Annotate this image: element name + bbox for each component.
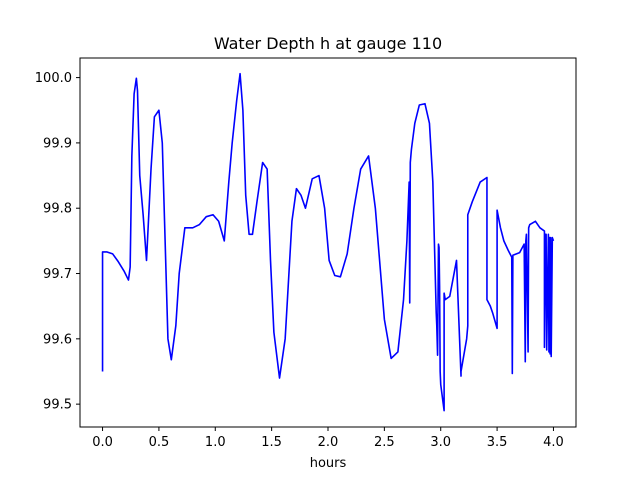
y-tick-label: 99.9	[43, 136, 72, 151]
y-tick-label: 99.7	[43, 267, 72, 282]
x-axis: 0.0 0.5 1.0 1.5 2.0 2.5 3.0 3.5 4.0	[92, 427, 564, 450]
x-tick-label: 1.5	[261, 435, 282, 450]
y-axis: 99.5 99.6 99.7 99.8 99.9 100.0	[35, 71, 80, 413]
x-tick-label: 2.0	[318, 435, 339, 450]
x-tick-label: 3.0	[430, 435, 451, 450]
y-tick-label: 99.8	[43, 202, 72, 217]
chart-title: Water Depth h at gauge 110	[214, 34, 442, 53]
x-tick-label: 0.5	[149, 435, 170, 450]
series-line-1	[101, 72, 555, 412]
x-tick-label: 3.5	[487, 435, 508, 450]
x-tick-label: 4.0	[543, 435, 564, 450]
y-tick-label: 99.6	[43, 332, 72, 347]
x-tick-label: 2.5	[374, 435, 395, 450]
y-tick-label: 100.0	[35, 71, 72, 86]
x-tick-label: 0.0	[92, 435, 113, 450]
x-axis-label: hours	[310, 456, 347, 471]
x-tick-label: 1.0	[205, 435, 226, 450]
y-tick-label: 99.5	[43, 398, 72, 413]
